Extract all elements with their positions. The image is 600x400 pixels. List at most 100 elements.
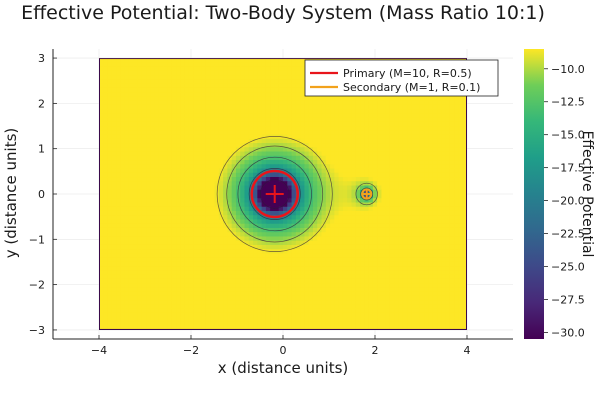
potential-cell <box>304 240 310 246</box>
potential-cell <box>103 266 109 272</box>
potential-cell <box>137 160 143 165</box>
potential-cell <box>304 160 310 165</box>
potential-cell <box>330 253 335 259</box>
potential-cell <box>193 143 199 148</box>
potential-cell <box>351 104 357 110</box>
potential-cell <box>351 270 357 276</box>
potential-cell <box>287 300 293 306</box>
potential-cell <box>188 253 194 259</box>
potential-cell <box>197 278 203 284</box>
potential-cell <box>124 70 130 76</box>
potential-cell <box>116 151 121 157</box>
potential-cell <box>291 155 297 161</box>
potential-cell <box>351 219 357 225</box>
potential-cell <box>197 151 203 157</box>
potential-cell <box>304 189 310 195</box>
potential-cell <box>295 177 301 182</box>
potential-cell <box>347 240 353 246</box>
potential-cell <box>146 185 151 191</box>
potential-cell <box>270 189 276 195</box>
potential-cell <box>381 113 387 119</box>
potential-cell <box>419 134 425 140</box>
potential-cell <box>244 104 250 110</box>
potential-cell <box>270 62 276 68</box>
potential-cell <box>432 257 438 263</box>
potential-cell <box>210 202 216 208</box>
potential-cell <box>270 151 276 157</box>
potential-cell <box>381 261 387 267</box>
potential-cell <box>402 121 408 127</box>
potential-cell <box>163 168 169 174</box>
potential-cell <box>227 75 233 80</box>
potential-cell <box>201 92 207 97</box>
potential-cell <box>317 261 323 267</box>
potential-cell <box>394 194 400 199</box>
potential-cell <box>355 172 361 178</box>
potential-cell <box>445 210 451 216</box>
potential-cell <box>193 261 199 267</box>
potential-cell <box>235 70 241 76</box>
potential-cell <box>437 295 442 301</box>
potential-cell <box>167 194 173 199</box>
potential-cell <box>235 181 241 187</box>
potential-cell <box>240 194 246 199</box>
potential-cell <box>398 283 404 289</box>
potential-cell <box>137 66 143 72</box>
potential-cell <box>248 227 254 233</box>
potential-cell <box>184 100 190 106</box>
potential-cell <box>338 283 344 289</box>
potential-cell <box>210 75 216 80</box>
potential-cell <box>334 151 340 157</box>
potential-cell <box>291 58 297 63</box>
potential-cell <box>428 143 434 148</box>
potential-cell <box>116 261 121 267</box>
potential-cell <box>287 160 293 165</box>
potential-cell <box>154 189 160 195</box>
potential-cell <box>321 283 327 289</box>
potential-cell <box>441 240 447 246</box>
potential-cell <box>334 244 340 250</box>
potential-cell <box>437 138 442 144</box>
potential-cell <box>120 130 126 136</box>
potential-cell <box>364 240 370 246</box>
potential-cell <box>240 257 246 263</box>
potential-cell <box>197 261 203 267</box>
potential-cell <box>377 143 383 148</box>
potential-cell <box>342 100 348 106</box>
potential-cell <box>227 253 233 259</box>
potential-cell <box>103 100 109 106</box>
potential-cell <box>385 236 391 242</box>
potential-cell <box>107 96 113 102</box>
potential-cell <box>419 274 425 280</box>
potential-cell <box>360 138 365 144</box>
potential-cell <box>128 278 134 284</box>
potential-cell <box>437 104 442 110</box>
potential-cell <box>201 147 207 153</box>
potential-cell <box>437 206 442 212</box>
potential-cell <box>325 126 331 131</box>
potential-cell <box>398 244 404 250</box>
potential-cell <box>180 164 186 170</box>
potential-cell <box>274 283 280 289</box>
potential-cell <box>381 194 387 199</box>
potential-cell <box>201 227 207 233</box>
potential-cell <box>394 244 400 250</box>
potential-cell <box>351 194 357 199</box>
potential-cell <box>240 278 246 284</box>
potential-cell <box>257 287 263 293</box>
potential-cell <box>308 240 314 246</box>
potential-cell <box>437 227 442 233</box>
potential-cell <box>415 253 421 259</box>
potential-cell <box>291 138 297 144</box>
potential-cell <box>180 219 186 225</box>
potential-cell <box>364 151 370 157</box>
potential-cell <box>274 300 280 306</box>
potential-cell <box>278 100 284 106</box>
potential-cell <box>402 215 408 221</box>
potential-cell <box>462 117 467 123</box>
potential-cell <box>411 232 417 238</box>
potential-cell <box>402 126 408 131</box>
potential-cell <box>154 206 160 212</box>
potential-cell <box>295 215 301 221</box>
potential-cell <box>334 227 340 233</box>
